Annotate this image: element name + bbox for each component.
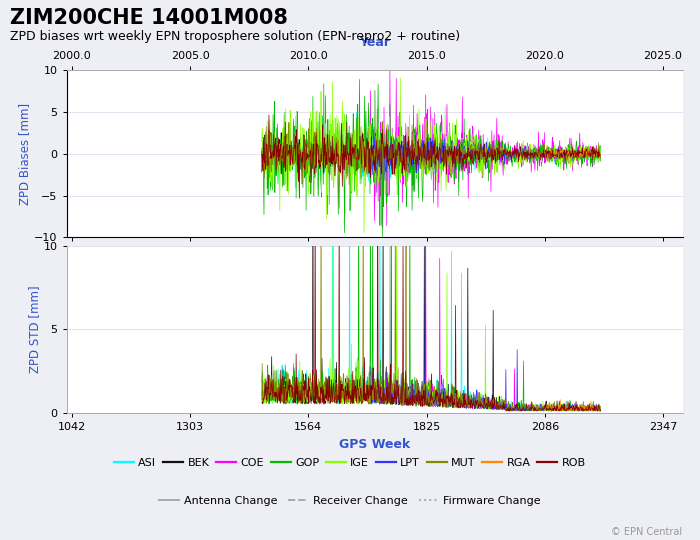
- IGE: [556, 147, 564, 154]
- MUT: [373, 105, 382, 112]
- GOP: [556, 161, 564, 167]
- BEK: [596, 154, 605, 160]
- MUT: [458, 149, 467, 156]
- GOP: [356, 76, 364, 83]
- COE: [458, 134, 466, 141]
- Line: RGA: RGA: [545, 145, 601, 159]
- ROB: [338, 184, 346, 190]
- ASI: [376, 190, 384, 197]
- IGE: [572, 148, 580, 155]
- ROB: [466, 148, 475, 154]
- GOP: [337, 120, 346, 126]
- BEK: [572, 150, 580, 156]
- Line: ROB: ROB: [262, 115, 601, 198]
- ASI: [470, 156, 478, 162]
- BEK: [305, 179, 314, 185]
- ROB: [295, 195, 304, 201]
- RGA: [555, 154, 564, 161]
- BEK: [458, 146, 467, 153]
- X-axis label: Year: Year: [359, 36, 390, 49]
- GOP: [458, 177, 467, 183]
- Line: ASI: ASI: [262, 112, 601, 193]
- ROB: [258, 169, 266, 176]
- BEK: [470, 146, 478, 153]
- Legend: Antenna Change, Receiver Change, Firmware Change: Antenna Change, Receiver Change, Firmwar…: [155, 491, 545, 510]
- ASI: [466, 140, 475, 147]
- MUT: [572, 153, 580, 159]
- Legend: ASI, BEK, COE, GOP, IGE, LPT, MUT, RGA, ROB: ASI, BEK, COE, GOP, IGE, LPT, MUT, RGA, …: [109, 454, 591, 472]
- IGE: [458, 155, 467, 161]
- Line: IGE: IGE: [262, 78, 601, 232]
- COE: [555, 145, 564, 151]
- ROB: [556, 153, 564, 159]
- MUT: [466, 142, 475, 149]
- LPT: [465, 154, 473, 160]
- COE: [469, 135, 477, 141]
- LPT: [571, 148, 580, 155]
- X-axis label: GPS Week: GPS Week: [339, 438, 410, 451]
- GOP: [466, 125, 475, 132]
- GOP: [379, 233, 387, 240]
- Y-axis label: ZPD Biases [mm]: ZPD Biases [mm]: [18, 103, 32, 205]
- ROB: [470, 151, 478, 157]
- ASI: [352, 109, 361, 116]
- LPT: [469, 151, 477, 158]
- RGA: [571, 152, 580, 159]
- BEK: [556, 152, 564, 159]
- ASI: [337, 154, 346, 160]
- Text: ZPD biases wrt weekly EPN troposphere solution (EPN-repro2 + routine): ZPD biases wrt weekly EPN troposphere so…: [10, 30, 461, 43]
- BEK: [466, 141, 475, 147]
- LPT: [458, 147, 466, 153]
- GOP: [470, 150, 478, 157]
- MUT: [258, 162, 266, 168]
- IGE: [470, 140, 478, 147]
- Text: © EPN Central: © EPN Central: [611, 527, 682, 537]
- ROB: [265, 112, 273, 118]
- Y-axis label: ZPD STD [mm]: ZPD STD [mm]: [28, 286, 41, 373]
- ASI: [556, 152, 564, 158]
- IGE: [596, 152, 605, 158]
- Line: BEK: BEK: [262, 129, 601, 182]
- MUT: [596, 155, 605, 161]
- ASI: [596, 153, 605, 160]
- IGE: [466, 138, 475, 144]
- COE: [596, 152, 605, 159]
- COE: [571, 152, 580, 159]
- IGE: [360, 229, 368, 235]
- IGE: [396, 75, 405, 82]
- BEK: [354, 125, 362, 132]
- ASI: [458, 161, 467, 167]
- MUT: [470, 151, 478, 158]
- RGA: [596, 150, 605, 157]
- Line: GOP: GOP: [262, 79, 601, 237]
- LPT: [596, 152, 605, 159]
- LPT: [555, 148, 564, 155]
- BEK: [258, 148, 266, 154]
- ROB: [596, 152, 605, 158]
- ASI: [258, 148, 266, 155]
- MUT: [556, 156, 564, 163]
- GOP: [596, 158, 605, 164]
- IGE: [337, 148, 346, 154]
- Text: ZIM200CHE 14001M008: ZIM200CHE 14001M008: [10, 8, 288, 28]
- MUT: [337, 141, 346, 148]
- BEK: [337, 157, 346, 163]
- Line: COE: COE: [370, 69, 601, 227]
- GOP: [258, 150, 266, 157]
- Line: MUT: MUT: [262, 109, 601, 208]
- IGE: [258, 138, 266, 145]
- Line: LPT: LPT: [370, 127, 601, 180]
- MUT: [335, 205, 344, 212]
- COE: [465, 170, 473, 176]
- GOP: [572, 141, 580, 147]
- ROB: [572, 154, 580, 160]
- ASI: [572, 150, 580, 156]
- ROB: [458, 156, 467, 163]
